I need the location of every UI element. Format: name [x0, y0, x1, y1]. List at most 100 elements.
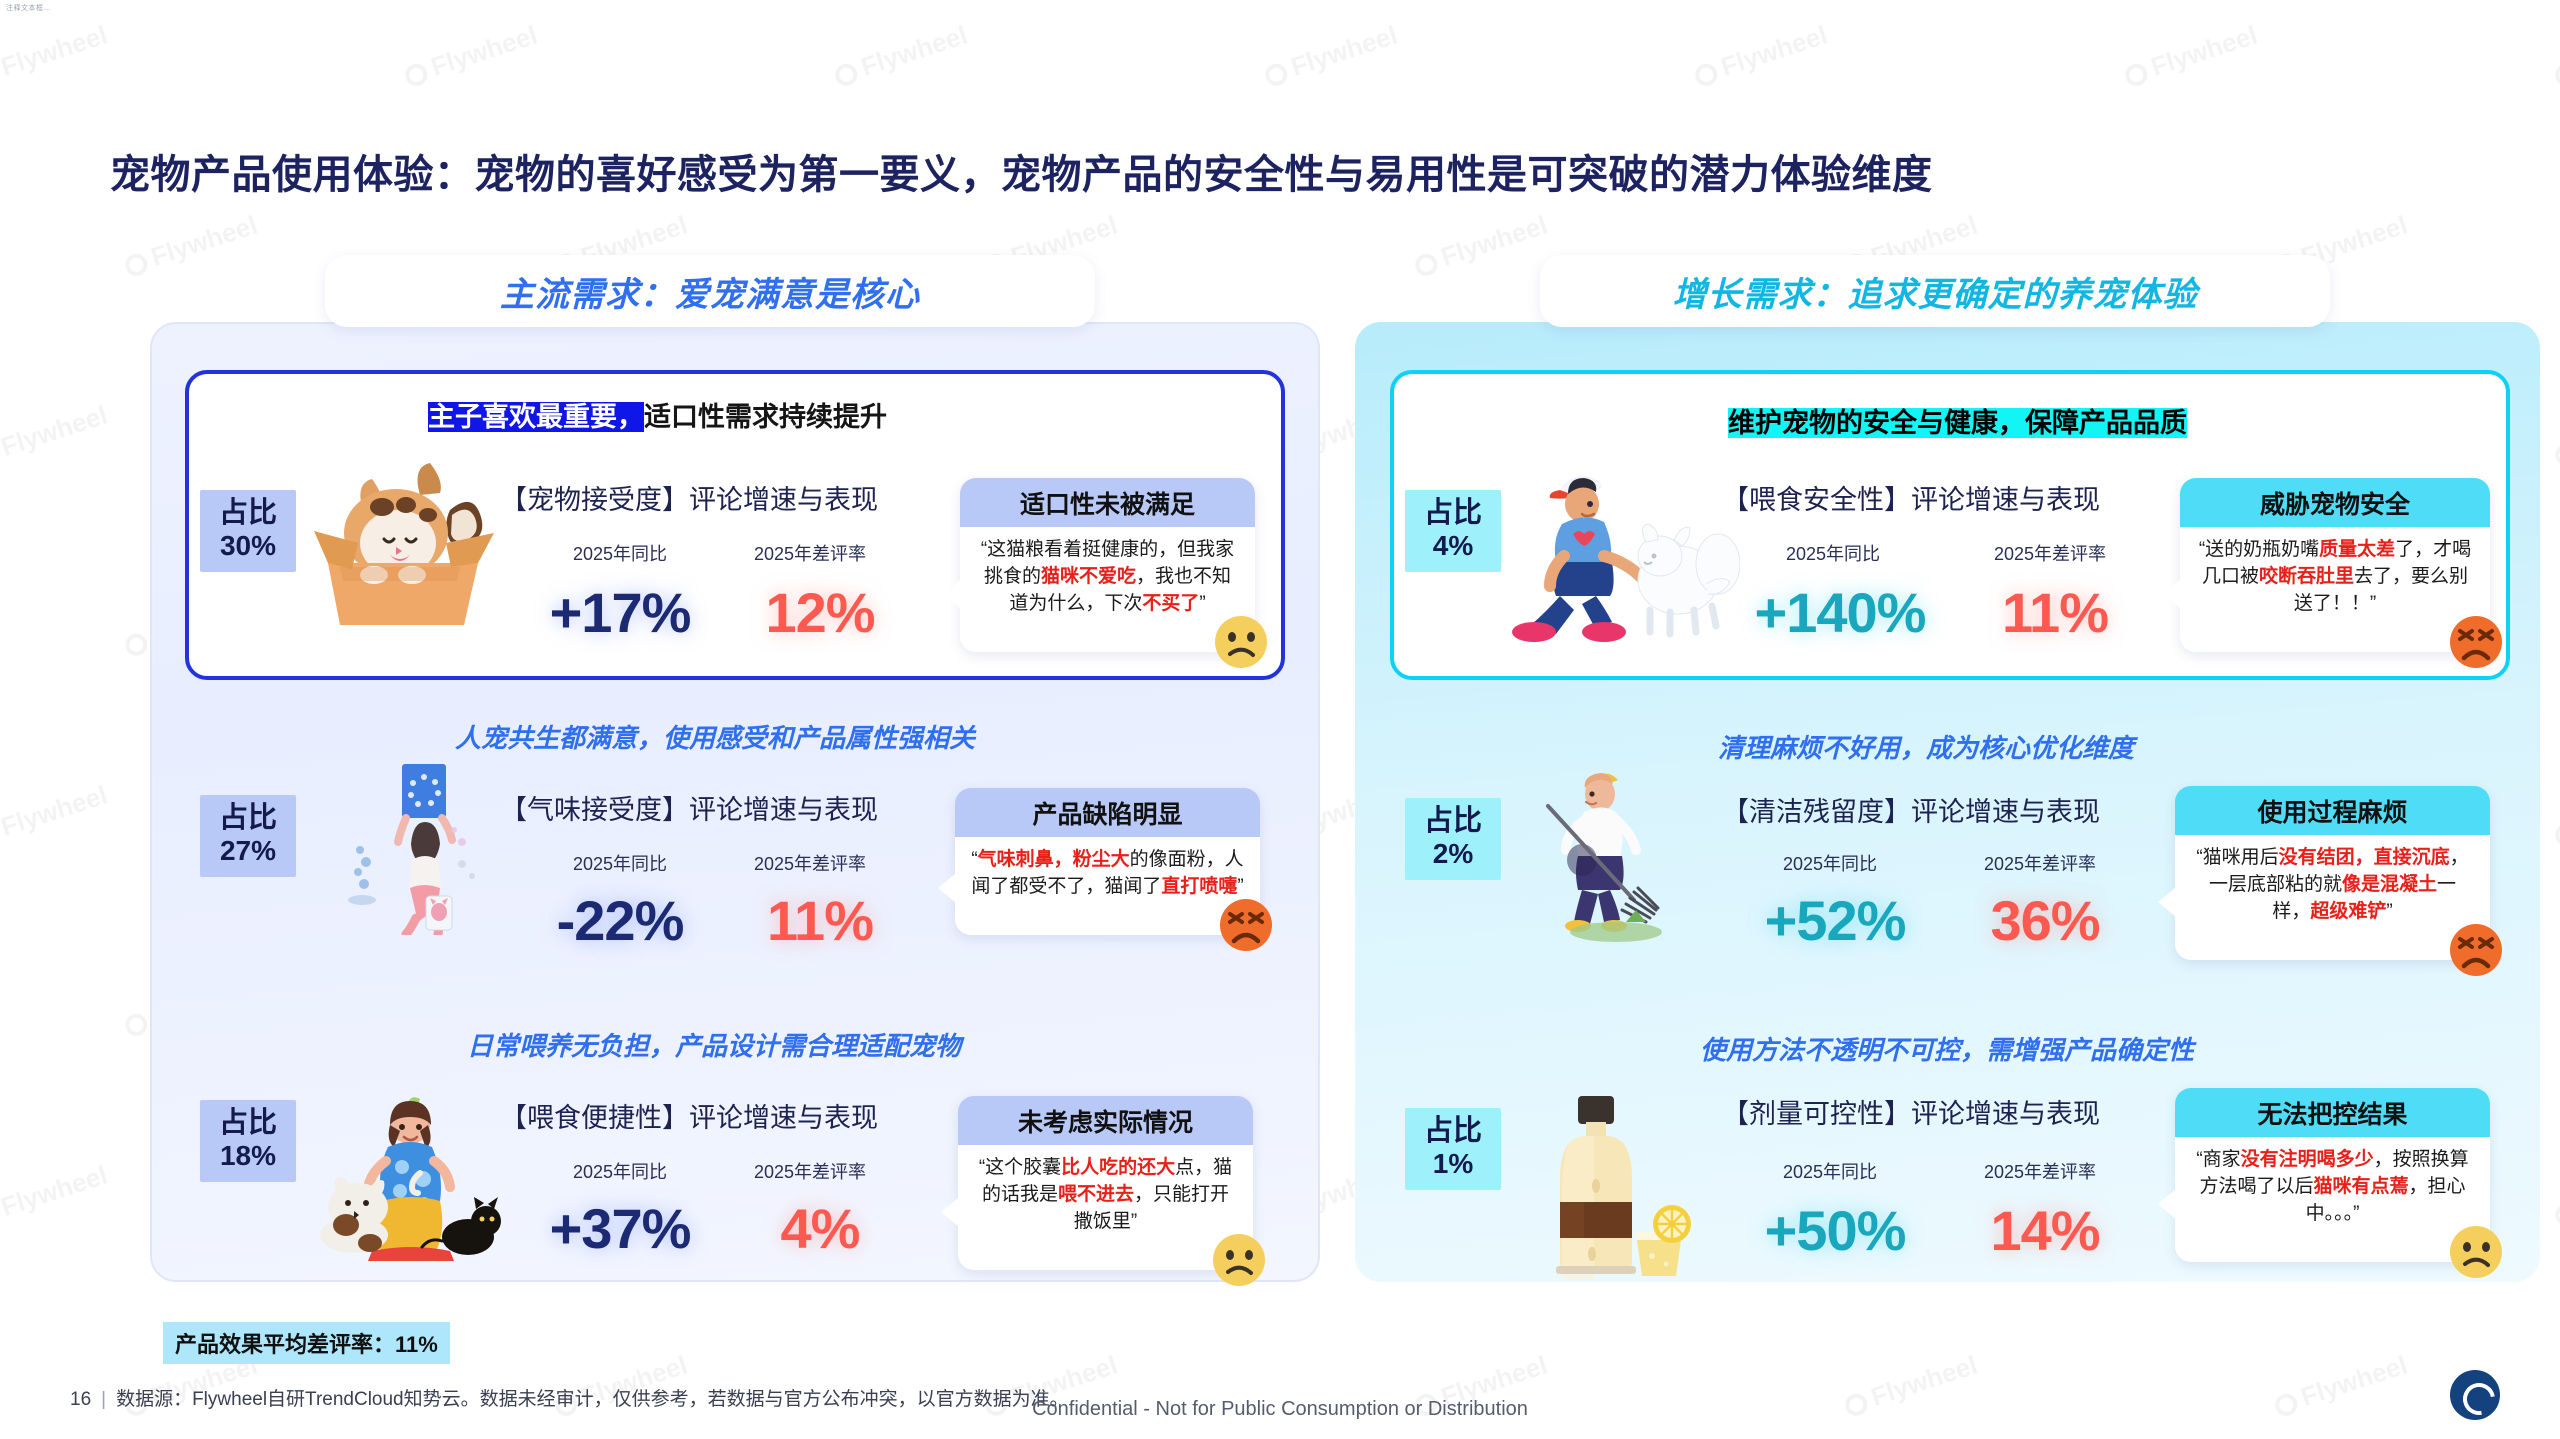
share-label: 占比 [218, 497, 277, 529]
bubble-tail [938, 873, 956, 904]
bubble-tail [2163, 578, 2181, 609]
row-left-1-heading-rest: 适口性需求持续提升 [644, 402, 887, 432]
row-right-2-heading: 清理麻烦不好用，成为核心优化维度 [1718, 733, 2135, 763]
confused-face-icon [1211, 1232, 1267, 1288]
quote-body-right-2: “猫咪用后没有结团，直接沉底，一层底部粘的就像是混凝土一样，超级难铲” [2175, 835, 2490, 960]
quote-title-right-2: 使用过程麻烦 [2175, 786, 2490, 835]
quote-highlight: 比人吃的还大 [1061, 1157, 1176, 1178]
tab-right[interactable]: 增长需求：追求更确定的养宠体验 [1540, 255, 2330, 327]
quote-text: 的像面粉，人闻了都受不了，猫闻了 [971, 849, 1244, 897]
watermark: Flywheel [0, 399, 111, 471]
quote-text: ” [1199, 592, 1206, 614]
woman-with-banner-illustration [348, 764, 475, 935]
metric-title-left-2: 【气味接受度】评论增速与表现 [500, 795, 878, 825]
quote-text: ” [1237, 875, 1244, 897]
quote-text: ” [2386, 900, 2393, 922]
metric-sub-left-2-b: 2025年差评率 [753, 854, 867, 874]
bubble-tail [943, 578, 961, 609]
row-right-1-heading: 维护宠物的安全与健康，保障产品品质 [1718, 398, 2197, 443]
share-value: 2% [1432, 838, 1474, 870]
share-value: 18% [219, 1140, 277, 1172]
metric-value-left-1-b: 12% [765, 581, 875, 644]
share-chip-left-3: 占比 18% [200, 1100, 296, 1183]
row-right-3-heading: 使用方法不透明不可控，需增强产品确定性 [1700, 1035, 2195, 1065]
share-value: 4% [1432, 530, 1474, 562]
metric-value-left-2-a: -22% [556, 889, 685, 952]
quote-highlight: 没有结团，直接沉底 [2278, 847, 2450, 868]
quote-highlight: 没有注明喝多少 [2240, 1149, 2374, 1170]
quote-title-left-3: 未考虑实际情况 [958, 1096, 1253, 1145]
metric-sub-left-1-a: 2025年同比 [572, 544, 668, 564]
row-right-1-heading-highlight: 维护宠物的安全与健康，保障产品品质 [1728, 408, 2187, 438]
quote-highlight: 猫咪不爱吃 [1040, 565, 1136, 587]
confused-face-icon [2448, 1224, 2504, 1280]
bubble-tail [2158, 1188, 2176, 1219]
share-label: 占比 [218, 1107, 277, 1139]
man-raking-illustration [1546, 773, 1662, 942]
metric-sub-right-1-a: 2025年同比 [1785, 544, 1881, 564]
quote-text: 点，猫的话我是 [981, 1157, 1233, 1205]
watermark: Flywheel [0, 779, 111, 851]
metric-sub-right-2-b: 2025年差评率 [1983, 854, 2097, 874]
watermark: Flywheel [0, 1159, 111, 1231]
quote-bubble-left-2: 产品缺陷明显 “气味刺鼻，粉尘大的像面粉，人闻了都受不了，猫闻了直打喷嚏” [938, 788, 1272, 951]
bottle-and-glass-illustration [1556, 1096, 1691, 1280]
quote-body-left-1: “这猫粮看着挺健康的，但我家挑食的猫咪不爱吃，我也不知道为什么，下次不买了” [960, 527, 1255, 652]
corner-note: 注释文本框… [6, 5, 51, 12]
watermark: Flywheel [2120, 19, 2261, 91]
man-with-dog-illustration [1512, 475, 1740, 642]
metric-sub-left-3-a: 2025年同比 [572, 1162, 668, 1182]
quote-text: “这猫粮看着挺健康的，但我家挑食的 [980, 539, 1235, 587]
metric-value-right-2-b: 36% [1990, 889, 2100, 952]
bubble-tail [2158, 886, 2176, 917]
watermark: Flywheel [2270, 1349, 2411, 1421]
row-left-1-heading-highlight: 主子喜欢最重要， [428, 402, 644, 432]
metric-sub-right-3-a: 2025年同比 [1782, 1162, 1878, 1182]
quote-body-right-3: “商家没有注明喝多少，按照换算方法喝了以后猫咪有点蔫，担心中。。。” [2175, 1137, 2490, 1262]
share-chip-right-2: 占比 2% [1405, 798, 1501, 881]
metric-sub-right-2-a: 2025年同比 [1782, 854, 1878, 874]
angry-face-icon [2448, 922, 2504, 978]
quote-text: ，按照换算方法喝了以后 [2199, 1149, 2469, 1197]
watermark: Flywheel [1410, 209, 1551, 281]
tab-left[interactable]: 主流需求：爱宠满意是核心 [325, 255, 1095, 327]
metric-value-left-2-b: 11% [767, 889, 874, 952]
metric-sub-left-3-b: 2025年差评率 [753, 1162, 867, 1182]
angry-face-icon [2448, 614, 2504, 670]
metric-value-right-3-b: 14% [1990, 1199, 2100, 1262]
quote-text: “这个胶囊 [978, 1157, 1062, 1178]
quote-body-right-1: “送的奶瓶奶嘴质量太差了，才喝几口被咬断吞肚里去了，要么别送了！！” [2180, 527, 2490, 652]
confused-face-icon [1213, 614, 1269, 670]
watermark: Flywheel [830, 19, 971, 91]
quote-bubble-left-1: 适口性未被满足 “这猫粮看着挺健康的，但我家挑食的猫咪不爱吃，我也不知道为什么，… [943, 478, 1267, 668]
row-left-2-heading: 人宠共生都满意，使用感受和产品属性强相关 [455, 723, 976, 753]
quote-highlight: 质量太差 [2319, 539, 2396, 560]
watermark: Flywheel [2550, 399, 2560, 471]
share-value: 30% [219, 530, 277, 562]
metric-title-right-1: 【喂食安全性】评论增速与表现 [1722, 485, 2100, 515]
watermark: Flywheel [120, 209, 261, 281]
page-number: 16 [70, 1389, 92, 1410]
avg-negative-rate-value: 11% [395, 1332, 438, 1357]
avg-negative-rate-bar: 产品效果平均差评率：11% [163, 1322, 450, 1364]
cat-in-box-illustration [314, 463, 494, 625]
quote-bubble-right-1: 威胁宠物安全 “送的奶瓶奶嘴质量太差了，才喝几口被咬断吞肚里去了，要么别送了！！… [2163, 478, 2502, 668]
metric-value-left-3-a: +37% [549, 1197, 692, 1260]
metric-sub-right-1-b: 2025年差评率 [1993, 544, 2107, 564]
share-chip-right-3: 占比 1% [1405, 1108, 1501, 1191]
quote-title-right-1: 威胁宠物安全 [2180, 478, 2490, 527]
quote-highlight: 猫咪有点蔫 [2313, 1175, 2409, 1197]
share-label: 占比 [1423, 497, 1482, 529]
page-title: 宠物产品使用体验：宠物的喜好感受为第一要义，宠物产品的安全性与易用性是可突破的潜… [110, 153, 1933, 197]
metric-sub-left-1-b: 2025年差评率 [753, 544, 867, 564]
share-label: 占比 [1423, 1115, 1482, 1147]
quote-text: “送的奶瓶奶嘴 [2198, 539, 2320, 560]
watermark: Flywheel [1260, 19, 1401, 91]
share-label: 占比 [1423, 805, 1482, 837]
watermark: Flywheel [0, 19, 111, 91]
quote-text: 去了，要么别送了！！” [2293, 565, 2469, 614]
angry-face-icon [1218, 897, 1274, 953]
quote-highlight: 直打喷嚏 [1161, 875, 1238, 897]
quote-body-left-2: “气味刺鼻，粉尘大的像面粉，人闻了都受不了，猫闻了直打喷嚏” [955, 837, 1260, 935]
quote-body-left-3: “这个胶囊比人吃的还大点，猫的话我是喂不进去，只能打开撒饭里” [958, 1145, 1253, 1270]
